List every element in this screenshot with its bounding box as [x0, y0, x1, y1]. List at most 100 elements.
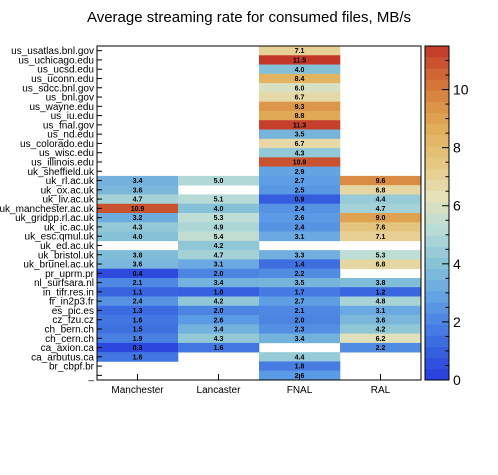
heatmap-cell-labels: 7.1 11.5 4.0 8.4 6.0 6.7 9.3 8.8 11.3 3.5 6.7 4.3 10… — [131, 48, 386, 380]
y-tick-label: us_iu.edu — [51, 111, 94, 122]
cell-value-label: 3.1 — [376, 308, 386, 315]
cell-value-label: 5.0 — [214, 178, 224, 185]
x-tick-label: Lancaster — [197, 385, 242, 396]
heatmap-cell — [259, 46, 341, 56]
heatmap-cell — [259, 333, 341, 344]
cell-value-label: 1.9 — [133, 336, 143, 343]
cell-value-label: 3.1 — [295, 234, 305, 241]
cell-value-label: 1.6 — [214, 345, 224, 352]
heatmap-cell — [259, 315, 341, 325]
heatmap-cell — [340, 305, 422, 316]
cell-value-label: 6.2 — [376, 336, 386, 343]
cell-value-label: 2.9 — [295, 169, 305, 176]
heatmap-cell — [259, 287, 341, 297]
heatmap-cell — [340, 259, 422, 269]
cell-value-label: 6.7 — [295, 95, 305, 102]
heatmap-cell — [259, 64, 341, 75]
colorbar-band — [425, 68, 449, 80]
cell-value-label: 0.3 — [133, 345, 143, 352]
cell-value-label: 4.7 — [376, 206, 386, 213]
heatmap-cell — [259, 231, 341, 242]
colorbar-tick-label: 10 — [453, 82, 469, 98]
cell-value-label: 7.6 — [376, 225, 386, 232]
y-tick-label: uk_rl.ac.uk — [46, 176, 95, 187]
colorbar-band — [425, 90, 449, 102]
cell-value-label: 4.2 — [214, 243, 224, 250]
colorbar-band — [425, 302, 449, 314]
heatmap-cell — [340, 213, 422, 223]
cell-value-label: 10.9 — [293, 160, 307, 167]
heatmap-cell — [178, 342, 260, 353]
chart-title: Average streaming rate for consumed file… — [87, 9, 411, 26]
cell-value-label: 1.1 — [133, 289, 143, 296]
cell-value-label: 2.0 — [214, 308, 224, 315]
cell-value-label: 3.4 — [133, 178, 143, 185]
cell-value-label: 4.2 — [376, 327, 386, 334]
cell-value-label: 1.6 — [133, 317, 143, 324]
heatmap-cell — [259, 268, 341, 279]
colorbar-band — [425, 335, 449, 347]
heatmap-cell — [259, 175, 341, 186]
heatmap-cell — [97, 342, 179, 353]
heatmap-cell — [259, 120, 341, 130]
cell-value-label: 3.6 — [133, 262, 143, 269]
y-tick-label: nl_surfsara.nl — [34, 278, 94, 289]
cell-value-label: 6.8 — [376, 262, 386, 269]
y-tick-label: us_ucsd.edu — [37, 65, 94, 76]
colorbar-band — [425, 57, 449, 69]
colorbar-band — [425, 179, 449, 192]
heatmap-cell — [178, 203, 260, 214]
heatmap-cell — [97, 222, 179, 232]
cell-value-label: 3.5 — [295, 132, 305, 139]
colorbar-band — [425, 135, 449, 147]
heatmap-cell — [340, 250, 422, 260]
y-tick-label: us_wayne.edu — [30, 102, 95, 113]
heatmap-cell — [340, 296, 422, 307]
heatmap-cell — [178, 315, 260, 325]
cell-value-label: 3.8 — [133, 252, 143, 259]
y-tick-label: us_illinois.edu — [31, 157, 94, 168]
cell-value-label: 6.7 — [295, 141, 305, 148]
x-tick-label: RAL — [371, 385, 391, 396]
heatmap-cell — [340, 333, 422, 344]
cell-value-label: 3.8 — [376, 280, 386, 287]
y-tick-label: uk_manchester.ac.uk — [0, 204, 95, 215]
heatmap-cell — [97, 324, 179, 334]
y-tick-label: uk_esc.qmul.uk — [25, 232, 95, 243]
y-tick-label: ch_bern.ch — [45, 324, 94, 335]
heatmap-cell — [259, 73, 341, 84]
cell-value-label: 8.4 — [295, 76, 305, 83]
heatmap-cell — [259, 157, 341, 167]
colorbar-band — [425, 346, 449, 359]
cell-value-label: 2.4 — [295, 225, 305, 232]
y-tick-label: es_pic.es — [52, 306, 94, 317]
heatmap-cell — [178, 296, 260, 307]
colorbar-band — [425, 190, 449, 203]
cell-value-label: 2.6 — [214, 317, 224, 324]
colorbar-band — [425, 257, 449, 269]
colorbar-tick-label: 6 — [453, 198, 461, 214]
heatmap-cell — [340, 203, 422, 214]
y-tick-label: _ — [87, 371, 94, 382]
colorbar-band — [425, 235, 449, 247]
colorbar-tick-label: 2 — [453, 314, 461, 330]
heatmap-cell — [97, 305, 179, 316]
y-tick-label: pr_uprm.pr — [45, 269, 95, 280]
heatmap-cell — [259, 83, 341, 93]
cell-value-label: 4.7 — [133, 197, 143, 204]
cell-value-label: 3.1 — [214, 262, 224, 269]
heatmap-cell — [178, 268, 260, 279]
heatmap-cell — [259, 138, 341, 149]
heatmap-cell — [259, 222, 341, 232]
heatmap-cell — [178, 175, 260, 186]
y-tick-label: fr_in2p3.fr — [49, 297, 95, 308]
cell-value-label: 5.1 — [214, 197, 224, 204]
heatmap-cell — [97, 194, 179, 205]
heatmap-cell — [97, 250, 179, 260]
heatmap-cell — [259, 110, 341, 121]
heatmap-cell — [97, 315, 179, 325]
cell-value-label: 1.7 — [295, 289, 305, 296]
heatmap-cell — [178, 231, 260, 242]
heatmap-cell — [340, 222, 422, 232]
cell-value-label: 10.9 — [131, 206, 145, 213]
